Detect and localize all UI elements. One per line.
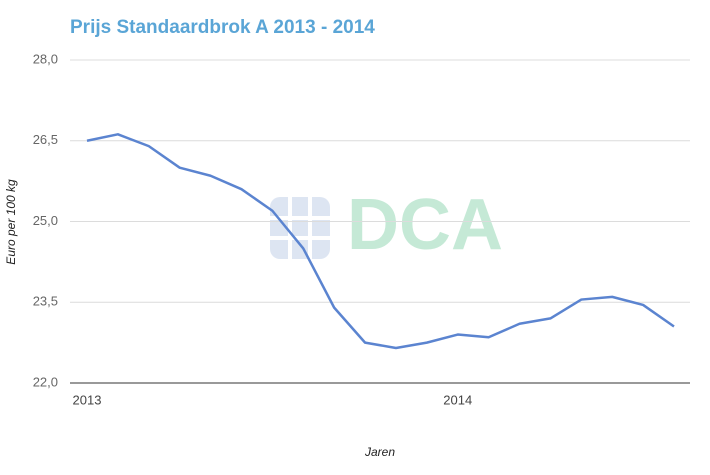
y-tick-label: 26,5 bbox=[33, 132, 58, 147]
x-axis-label: Jaren bbox=[364, 445, 395, 459]
x-tick-label: 2014 bbox=[443, 392, 472, 407]
watermark: DCA bbox=[347, 185, 503, 265]
x-tick-label: 2013 bbox=[73, 392, 102, 407]
y-tick-label: 22,0 bbox=[33, 374, 58, 389]
y-axis-label: Euro per 100 kg bbox=[4, 179, 18, 265]
y-tick-label: 28,0 bbox=[33, 51, 58, 66]
watermark-logo bbox=[270, 197, 330, 259]
y-tick-label: 25,0 bbox=[33, 213, 58, 228]
chart-title: Prijs Standaardbrok A 2013 - 2014 bbox=[70, 17, 375, 38]
line-series bbox=[86, 133, 675, 350]
y-tick-label: 23,5 bbox=[33, 294, 58, 309]
